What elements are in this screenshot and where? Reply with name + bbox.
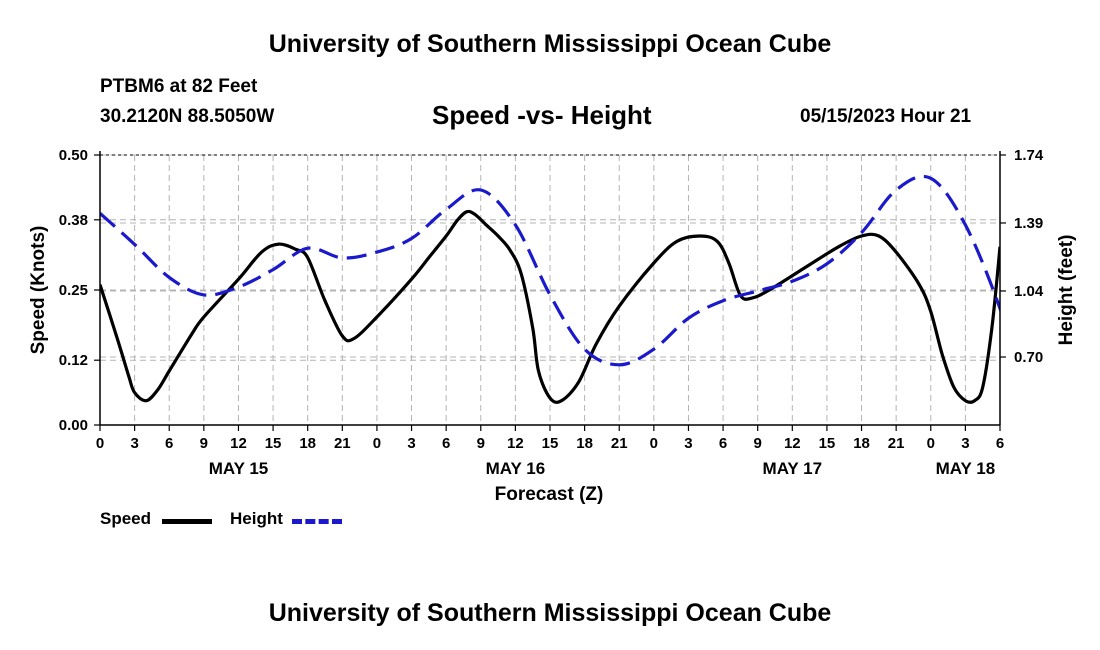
x-tick-label: 0 <box>650 435 658 452</box>
y2-tick-label: 1.04 <box>1014 283 1044 300</box>
y-tick-label: 0.12 <box>59 352 88 369</box>
x-tick-label: 21 <box>611 435 628 452</box>
day-label: MAY 17 <box>763 459 823 478</box>
y2-axis-label: Height (feet) <box>1056 235 1077 346</box>
x-tick-label: 3 <box>407 435 415 452</box>
legend-height-swatch <box>292 519 342 524</box>
station-label: PTBM6 at 82 Feet <box>100 76 258 97</box>
x-tick-label: 6 <box>165 435 173 452</box>
x-tick-label: 6 <box>996 435 1004 452</box>
day-label: MAY 16 <box>486 459 546 478</box>
x-tick-label: 9 <box>200 435 208 452</box>
x-tick-label: 6 <box>719 435 727 452</box>
day-label: MAY 18 <box>936 459 996 478</box>
x-tick-label: 15 <box>542 435 559 452</box>
grid <box>100 154 1000 426</box>
x-tick-label: 18 <box>853 435 870 452</box>
series-line-height <box>100 174 1000 367</box>
y-tick-label: 0.38 <box>59 212 88 229</box>
x-tick-label: 0 <box>927 435 935 452</box>
x-tick-label: 3 <box>684 435 692 452</box>
legend-height-label: Height <box>230 509 283 528</box>
x-tick-label: 12 <box>784 435 801 452</box>
legend-speed-label: Speed <box>100 509 152 528</box>
axes: 0 3 6 9 12 15 18 21 0 3 6 9 12 15 18 21 0 3 6 9 12 15 18 21 0 3 6M… <box>59 147 1044 478</box>
forecast-datetime: 05/15/2023 Hour 21 <box>800 106 972 127</box>
legend-speed-swatch <box>162 519 212 524</box>
x-tick-label: 12 <box>507 435 524 452</box>
x-tick-label: 15 <box>819 435 836 452</box>
x-tick-label: 3 <box>961 435 969 452</box>
footer-title: University of Southern Mississippi Ocean… <box>268 599 832 627</box>
day-label: MAY 15 <box>209 459 269 478</box>
x-axis-label: Forecast (Z) <box>495 484 604 505</box>
x-tick-label: 9 <box>477 435 485 452</box>
chart-title: University of Southern Mississippi Ocean… <box>268 30 832 58</box>
x-tick-label: 21 <box>334 435 351 452</box>
x-tick-label: 3 <box>130 435 138 452</box>
x-tick-label: 12 <box>230 435 247 452</box>
y-tick-label: 0.00 <box>59 417 88 434</box>
x-tick-label: 0 <box>96 435 104 452</box>
coordinates-label: 30.2120N 88.5050W <box>100 106 275 127</box>
y-axis-label: Speed (Knots) <box>28 226 49 355</box>
x-tick-label: 18 <box>576 435 593 452</box>
y-tick-label: 0.50 <box>59 147 88 164</box>
x-tick-label: 6 <box>442 435 450 452</box>
y-tick-label: 0.25 <box>59 282 88 299</box>
y2-tick-label: 0.70 <box>1014 349 1043 366</box>
series-line-speed <box>100 209 1000 404</box>
series-layer <box>100 174 1000 404</box>
x-tick-label: 15 <box>265 435 282 452</box>
y2-tick-label: 1.74 <box>1014 147 1044 164</box>
x-tick-label: 21 <box>888 435 905 452</box>
x-tick-label: 18 <box>299 435 316 452</box>
x-tick-label: 0 <box>373 435 381 452</box>
x-tick-label: 9 <box>754 435 762 452</box>
chart-subtitle: Speed -vs- Height <box>432 100 652 130</box>
y2-tick-label: 1.39 <box>1014 215 1043 232</box>
